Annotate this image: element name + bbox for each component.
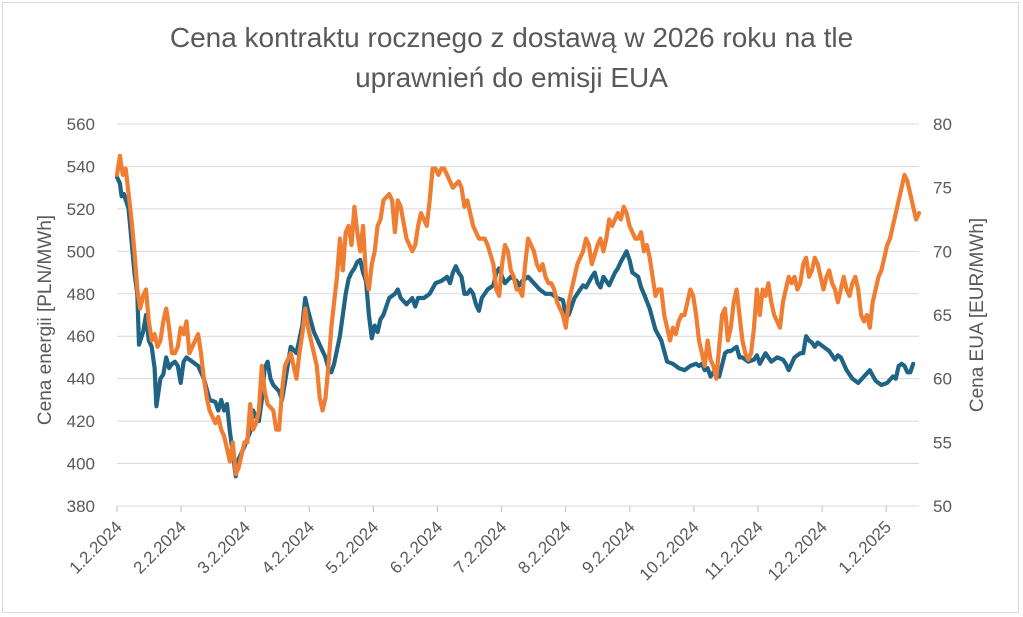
y-axis-right: 50 55 60 65 70 75 80 [933,115,952,516]
y-axis-left-title: Cena energii [PLN/MWh] [35,215,56,425]
x-tick-label: 9.2.2024 [578,517,638,577]
x-tick-label: 8.2.2024 [514,517,574,577]
x-tick-label: 2.2.2024 [130,517,190,577]
y-right-tick-label: 75 [933,179,952,198]
x-tick-label: 11.2.2024 [701,517,767,583]
x-tick-label: 1.2.2025 [835,517,895,577]
y-left-tick-label: 560 [67,115,95,134]
y-left-tick-label: 420 [67,412,95,431]
y-right-tick-label: 55 [933,433,952,452]
y-right-tick-label: 65 [933,306,952,325]
x-tick-label: 5.2.2024 [322,517,382,577]
series-line-eua [114,153,922,477]
chart-title: Cena kontraktu rocznego z dostawą w 2026… [0,18,1023,98]
y-axis-right-title: Cena EUA [EUR/MWh] [967,218,988,412]
x-tick-label: 7.2.2024 [450,517,510,577]
gridlines [117,123,919,507]
chart-title-line-2: uprawnień do emisji EUA [355,62,668,93]
series-lines [114,153,922,479]
x-tick-label: 10.2.2024 [636,517,703,584]
x-axis: 1.2.2024 2.2.2024 3.2.2024 4.2.2024 5.2.2024… [66,506,895,584]
chart-title-line-1: Cena kontraktu rocznego z dostawą w 2026… [169,22,854,53]
y-right-tick-label: 50 [933,497,952,516]
y-right-tick-label: 80 [933,115,952,134]
y-left-tick-label: 400 [67,455,95,474]
series-line-energy [114,175,916,479]
y-axis-left: 380 400 420 440 460 480 500 520 540 560 [67,115,95,516]
y-left-tick-label: 440 [67,370,95,389]
x-tick-label: 3.2.2024 [194,517,254,577]
y-left-tick-label: 460 [67,327,95,346]
y-left-tick-label: 480 [67,285,95,304]
x-tick-label: 6.2.2024 [386,517,446,577]
x-tick-label: 1.2.2024 [66,517,126,577]
y-left-tick-label: 380 [67,497,95,516]
y-left-tick-label: 520 [67,200,95,219]
y-right-tick-label: 60 [933,370,952,389]
y-right-tick-label: 70 [933,242,952,261]
x-tick-label: 12.2.2024 [764,517,831,584]
y-left-tick-label: 540 [67,157,95,176]
y-left-tick-label: 500 [67,242,95,261]
x-tick-label: 4.2.2024 [258,517,318,577]
